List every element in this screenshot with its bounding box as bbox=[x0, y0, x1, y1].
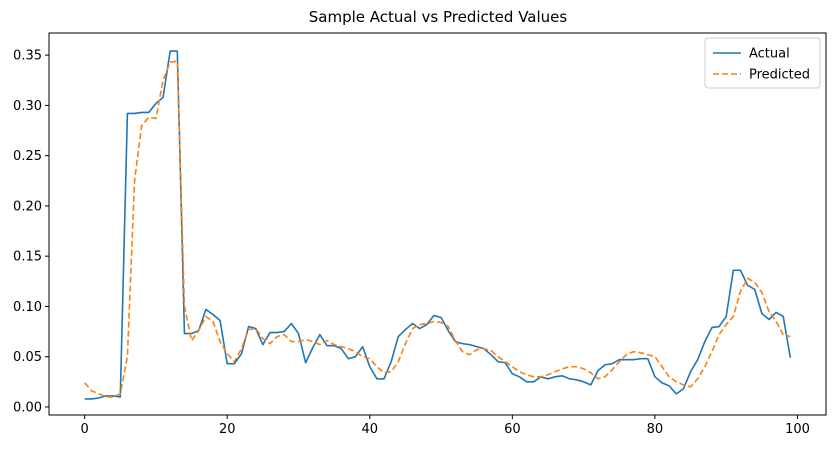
series-line-predicted bbox=[84, 60, 791, 398]
y-axis: 0.00 0.05 0.10 0.15 0.20 0.25 0.30 0.35 bbox=[13, 49, 49, 415]
chart-title: Sample Actual vs Predicted Values bbox=[309, 8, 568, 26]
series-line-actual bbox=[84, 50, 792, 400]
y-tick-label: 0.15 bbox=[13, 250, 42, 265]
legend-predicted-label: Predicted bbox=[749, 68, 810, 83]
plot-frame bbox=[48, 32, 827, 416]
x-axis: 0 20 40 60 80 100 bbox=[81, 415, 810, 437]
y-tick-label: 0.00 bbox=[13, 400, 42, 415]
y-tick-label: 0.10 bbox=[13, 300, 42, 315]
y-tick-label: 0.05 bbox=[13, 350, 42, 365]
series-layer bbox=[84, 50, 792, 400]
legend: Actual Predicted bbox=[704, 37, 821, 89]
x-tick-label: 80 bbox=[647, 422, 664, 437]
y-tick-label: 0.25 bbox=[13, 149, 42, 164]
y-tick-label: 0.20 bbox=[13, 199, 42, 214]
legend-box bbox=[704, 37, 821, 89]
x-tick-label: 40 bbox=[362, 422, 379, 437]
x-tick-label: 100 bbox=[785, 422, 810, 437]
legend-actual-label: Actual bbox=[749, 47, 790, 62]
x-tick-label: 0 bbox=[81, 422, 89, 437]
y-tick-label: 0.30 bbox=[13, 99, 42, 114]
x-tick-label: 20 bbox=[219, 422, 236, 437]
y-tick-label: 0.35 bbox=[13, 49, 42, 64]
x-tick-label: 60 bbox=[504, 422, 521, 437]
